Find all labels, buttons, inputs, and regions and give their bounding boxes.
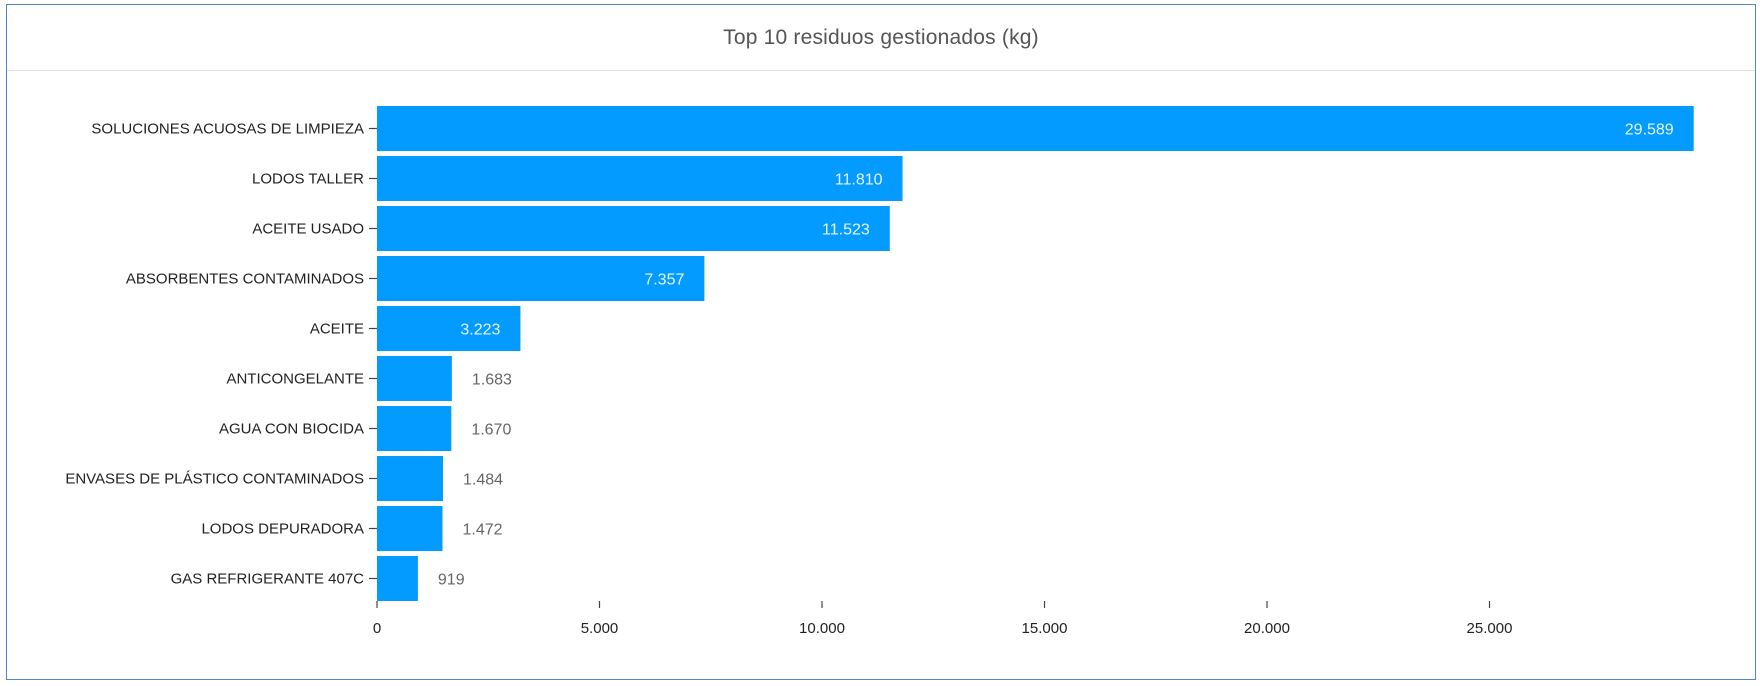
- value-labels-layer: 29.589 11.810 11.523 7.357 3.223 1.683 1.670 1.…: [438, 122, 1674, 589]
- bar-2[interactable]: [377, 156, 903, 201]
- value-label-10: 919: [438, 572, 465, 589]
- bar-1[interactable]: [377, 106, 1694, 151]
- bar-8[interactable]: [377, 456, 444, 501]
- bar-4[interactable]: [377, 256, 705, 301]
- value-label-5: 3.223: [460, 322, 500, 339]
- category-label-3: ACEITE USADO: [252, 221, 364, 238]
- value-label-8: 1.484: [463, 472, 503, 489]
- value-label-6: 1.683: [472, 372, 512, 389]
- bars-layer: [377, 106, 1694, 601]
- bar-5[interactable]: [377, 306, 521, 351]
- x-tick-label-3: 15.000: [1022, 620, 1068, 637]
- category-label-4: ABSORBENTES CONTAMINADOS: [126, 271, 364, 288]
- value-label-9: 1.472: [463, 522, 503, 539]
- category-label-7: AGUA CON BIOCIDA: [219, 421, 364, 438]
- bar-9[interactable]: [377, 506, 443, 551]
- x-tick-label-4: 20.000: [1244, 620, 1290, 637]
- x-tick-label-5: 25.000: [1467, 620, 1513, 637]
- category-label-2: LODOS TALLER: [252, 171, 364, 188]
- x-tick-label-0: 0: [373, 620, 381, 637]
- category-label-10: GAS REFRIGERANTE 407C: [171, 571, 365, 588]
- bar-7[interactable]: [377, 406, 452, 451]
- panel-header: Top 10 residuos gestionados (kg): [7, 5, 1755, 71]
- bar-6[interactable]: [377, 356, 452, 401]
- bar-10[interactable]: [377, 556, 418, 601]
- category-label-9: LODOS DEPURADORA: [201, 521, 364, 538]
- value-label-1: 29.589: [1625, 122, 1674, 139]
- category-label-8: ENVASES DE PLÁSTICO CONTAMINADOS: [65, 471, 364, 488]
- chart-title: Top 10 residuos gestionados (kg): [723, 25, 1039, 49]
- value-label-4: 7.357: [644, 272, 684, 289]
- value-label-7: 1.670: [471, 422, 511, 439]
- x-tick-label-2: 10.000: [799, 620, 845, 637]
- value-label-2: 11.810: [835, 172, 883, 189]
- category-label-6: ANTICONGELANTE: [226, 371, 364, 388]
- bar-3[interactable]: [377, 206, 890, 251]
- category-label-5: ACEITE: [310, 321, 364, 338]
- category-label-1: SOLUCIONES ACUOSAS DE LIMPIEZA: [91, 121, 364, 138]
- value-label-3: 11.523: [822, 222, 870, 239]
- x-tick-label-1: 5.000: [581, 620, 619, 637]
- category-axis: SOLUCIONES ACUOSAS DE LIMPIEZA LODOS TALL…: [65, 121, 377, 588]
- value-axis: 0 5.000 10.000 15.000 20.000 25.000: [373, 601, 1513, 637]
